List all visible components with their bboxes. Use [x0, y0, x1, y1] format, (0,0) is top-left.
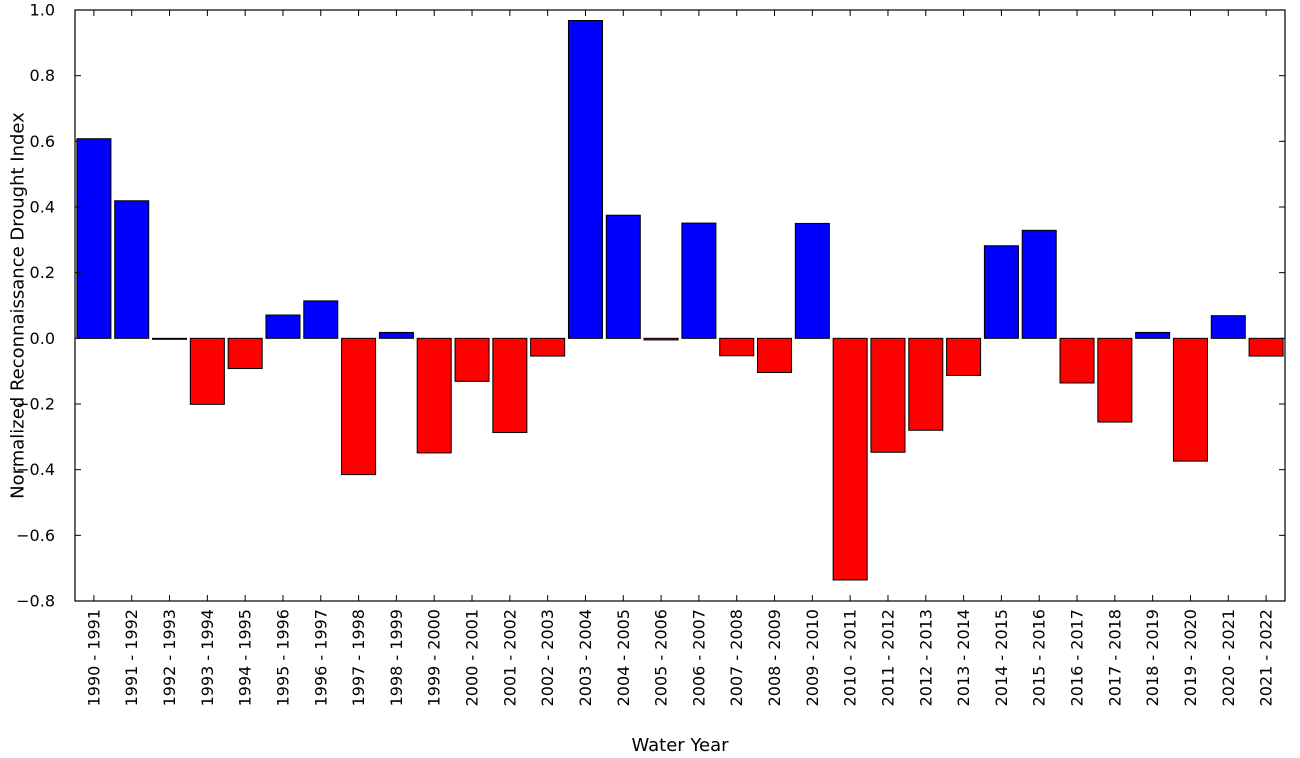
bar-1990-1991	[76, 138, 112, 339]
x-tick-label: 2004 - 2005	[614, 609, 633, 706]
bar-2001-2002	[492, 337, 528, 434]
y-tick-label: 0.2	[30, 263, 55, 282]
bar-1999-2000	[416, 337, 452, 454]
y-tick-label: 0.0	[30, 329, 55, 348]
bar-2008-2009	[757, 337, 793, 373]
plot-frame	[74, 9, 1286, 602]
bar-2018-2019	[1135, 331, 1171, 339]
bar-2013-2014	[946, 337, 982, 376]
x-tick-label: 2019 - 2020	[1181, 609, 1200, 706]
bar-2006-2007	[681, 222, 717, 339]
x-tick-label: 1990 - 1991	[84, 609, 103, 706]
x-tick-label: 2007 - 2008	[727, 609, 746, 706]
y-tick-label: 1.0	[30, 1, 55, 20]
x-tick-label: 1997 - 1998	[349, 609, 368, 706]
x-tick-label: 1996 - 1997	[311, 609, 330, 706]
x-tick-label: 2018 - 2019	[1143, 609, 1162, 706]
y-tick-label: −0.6	[16, 526, 55, 545]
x-tick-label: 2008 - 2009	[765, 609, 784, 706]
x-tick-label: 1998 - 1999	[387, 609, 406, 706]
bars-group	[76, 20, 1284, 581]
bar-2014-2015	[983, 245, 1019, 339]
bar-2004-2005	[605, 214, 641, 339]
bar-2007-2008	[719, 337, 755, 357]
x-tick-label: 2002 - 2003	[538, 609, 557, 706]
bar-2009-2010	[794, 222, 830, 339]
bar-2020-2021	[1210, 315, 1246, 339]
bar-1991-1992	[114, 200, 150, 339]
y-tick-label: −0.4	[16, 460, 55, 479]
x-tick-label: 1995 - 1996	[273, 609, 292, 706]
x-tick-label: 2000 - 2001	[463, 609, 482, 706]
x-tick-label: 2005 - 2006	[652, 609, 671, 706]
bar-2000-2001	[454, 337, 490, 382]
x-tick-label: 1994 - 1995	[236, 609, 255, 706]
bar-2010-2011	[832, 337, 868, 581]
bar-2021-2022	[1248, 337, 1284, 357]
x-tick-label: 2014 - 2015	[992, 609, 1011, 706]
y-tick-label: −0.8	[16, 592, 55, 611]
x-tick-label: 2012 - 2013	[916, 609, 935, 706]
x-tick-label: 2011 - 2012	[878, 609, 897, 706]
bar-1993-1994	[189, 337, 225, 405]
bar-2011-2012	[870, 337, 906, 453]
x-tick-label: 2001 - 2002	[500, 609, 519, 706]
x-tick-label: 2010 - 2011	[841, 609, 860, 706]
bar-2012-2013	[908, 337, 944, 431]
x-tick-label: 1992 - 1993	[160, 609, 179, 706]
y-tick-label: 0.8	[30, 66, 55, 85]
bar-2019-2020	[1172, 337, 1208, 462]
x-tick-label: 2017 - 2018	[1105, 609, 1124, 706]
x-tick-label: 1993 - 1994	[198, 609, 217, 706]
x-tick-label: 2009 - 2010	[803, 609, 822, 706]
x-tick-label: 1999 - 2000	[425, 609, 444, 706]
x-tick-label: 2003 - 2004	[576, 609, 595, 706]
bar-2015-2016	[1021, 229, 1057, 339]
bar-1994-1995	[227, 337, 263, 370]
y-tick-label: 0.6	[30, 132, 55, 151]
bar-1995-1996	[265, 314, 301, 339]
bar-1998-1999	[378, 331, 414, 339]
y-tick-label: 0.4	[30, 198, 55, 217]
x-tick-label: 2006 - 2007	[689, 609, 708, 706]
y-tick-label: −0.2	[16, 395, 55, 414]
bar-2003-2004	[567, 20, 603, 339]
x-tick-label: 2020 - 2021	[1219, 609, 1238, 706]
ticks-group: 1990 - 1991 1991 - 1992 1992 - 1993 1993 - …	[16, 1, 1285, 706]
x-tick-label: 1991 - 1992	[122, 609, 141, 706]
bar-1996-1997	[303, 300, 339, 339]
x-tick-label: 2021 - 2022	[1257, 609, 1276, 706]
y-axis-label: Normalized Reconnaissance Drought Index	[8, 112, 29, 499]
bar-2016-2017	[1059, 337, 1095, 384]
bar-1997-1998	[341, 337, 377, 476]
x-axis-label: Water Year	[631, 735, 729, 756]
bar-2017-2018	[1097, 337, 1133, 423]
x-tick-label: 2015 - 2016	[1030, 609, 1049, 706]
x-tick-label: 2013 - 2014	[954, 609, 973, 706]
x-tick-label: 2016 - 2017	[1068, 609, 1087, 706]
bar-2002-2003	[530, 337, 566, 357]
bar-2005-2006	[643, 337, 679, 341]
bar-1992-1993	[152, 337, 188, 340]
